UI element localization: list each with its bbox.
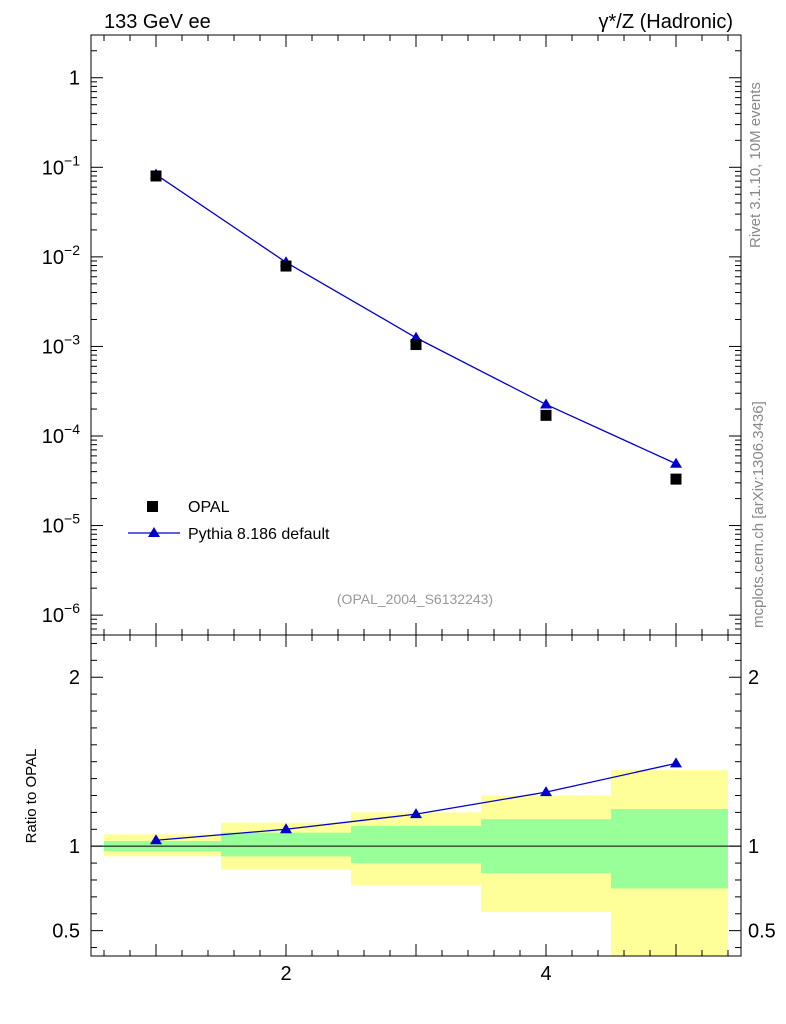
y-tick-label: 10−4 [42,421,80,448]
ratio-pythia-point [410,808,422,819]
opal-point [280,260,292,272]
legend: OPAL Pythia 8.186 default [128,499,330,543]
main-panel: 1 10−1 10−2 10−3 10−4 10−5 10−6 (OPAL_2004_S61… [42,34,742,636]
ratio-series-layer [150,757,682,845]
header-right-label: γ*/Z (Hadronic) [599,11,733,33]
main-y-ticks: 1 10−1 10−2 10−3 10−4 10−5 10−6 [42,34,741,636]
uncertainty-band-inner [611,809,728,889]
opal-point [670,473,682,485]
ratio-pythia-point [280,823,292,834]
x-tick-label: 2 [280,963,291,985]
legend-pythia-label: Pythia 8.186 default [188,526,330,543]
ratio-pythia-point [540,786,552,797]
y-tick-label: 10−1 [42,152,80,179]
y-tick-label: 10−6 [42,600,80,627]
analysis-watermark: (OPAL_2004_S6132243) [337,591,493,607]
ratio-y-tick-label-left: 0.5 [52,921,80,943]
opal-point [410,339,422,351]
legend-opal-marker [147,501,158,512]
main-series-layer [150,168,682,485]
mcplots-label: mcplots.cern.ch [arXiv:1306.3436] [750,401,767,628]
main-x-ticks [103,35,729,635]
y-tick-label: 10−3 [42,331,80,358]
ratio-y-tick-label-right: 1 [748,836,759,858]
ratio-bands [91,770,741,956]
pythia-point [670,457,682,468]
ratio-y-ticks: 0.5 0.5 1 1 2 2 [52,642,776,949]
opal-point [540,409,552,421]
header-left-label: 133 GeV ee [104,11,211,33]
ratio-y-tick-label-left: 2 [69,667,80,689]
y-tick-label: 1 [69,68,80,90]
ratio-y-tick-label-left: 1 [69,836,80,858]
ratio-pythia-point [150,834,162,845]
ratio-y-tick-label-right: 2 [748,667,759,689]
pythia-point [540,398,552,409]
ratio-y-axis-label: Ratio to OPAL [23,749,40,844]
rivet-version-label: Rivet 3.1.10, 10M events [747,82,764,248]
legend-opal-label: OPAL [188,499,230,516]
x-tick-label: 4 [540,963,551,985]
opal-point [150,170,162,182]
legend-pythia-marker [148,527,160,537]
uncertainty-band-inner [221,832,351,857]
ratio-y-tick-label-right: 0.5 [748,921,776,943]
pythia-line [155,174,677,465]
uncertainty-band-inner [351,825,481,864]
y-tick-label: 10−5 [42,511,80,538]
y-tick-label: 10−2 [42,242,80,269]
ratio-pythia-point [670,757,682,768]
